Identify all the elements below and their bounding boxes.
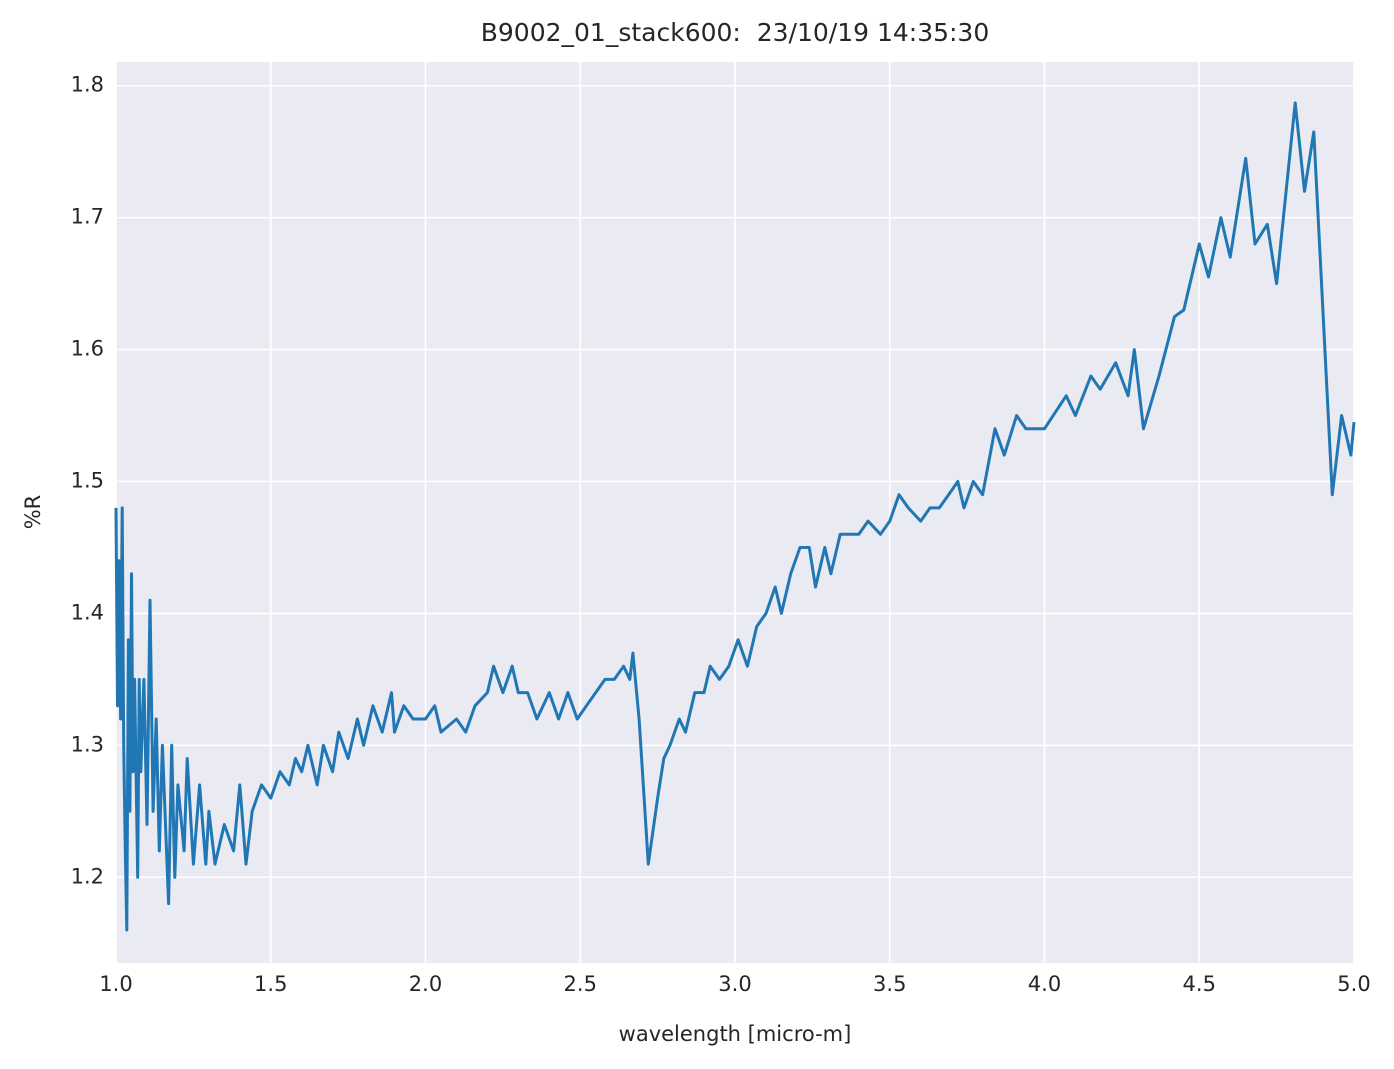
x-tick-label: 4.0 — [1028, 972, 1061, 996]
x-tick-label: 4.5 — [1183, 972, 1216, 996]
x-tick-label: 3.5 — [873, 972, 906, 996]
y-tick-label: 1.4 — [71, 600, 104, 624]
y-tick-label: 1.2 — [71, 864, 104, 888]
x-axis-label: wavelength [micro-m] — [619, 1022, 852, 1046]
y-tick-label: 1.5 — [71, 468, 104, 492]
x-tick-label: 3.0 — [718, 972, 751, 996]
y-tick-label: 1.6 — [71, 337, 104, 361]
x-tick-label: 1.0 — [99, 972, 132, 996]
x-tick-label: 2.5 — [564, 972, 597, 996]
y-tick-label: 1.7 — [71, 205, 104, 229]
y-axis-label: %R — [21, 495, 45, 530]
x-tick-label: 1.5 — [254, 972, 287, 996]
data-line — [114, 101, 1356, 932]
x-tick-label: 2.0 — [409, 972, 442, 996]
chart-title: B9002_01_stack600: 23/10/19 14:35:30 — [481, 18, 990, 47]
y-tick-label: 1.8 — [71, 73, 104, 97]
y-tick-label: 1.3 — [71, 732, 104, 756]
x-tick-label: 5.0 — [1337, 972, 1370, 996]
